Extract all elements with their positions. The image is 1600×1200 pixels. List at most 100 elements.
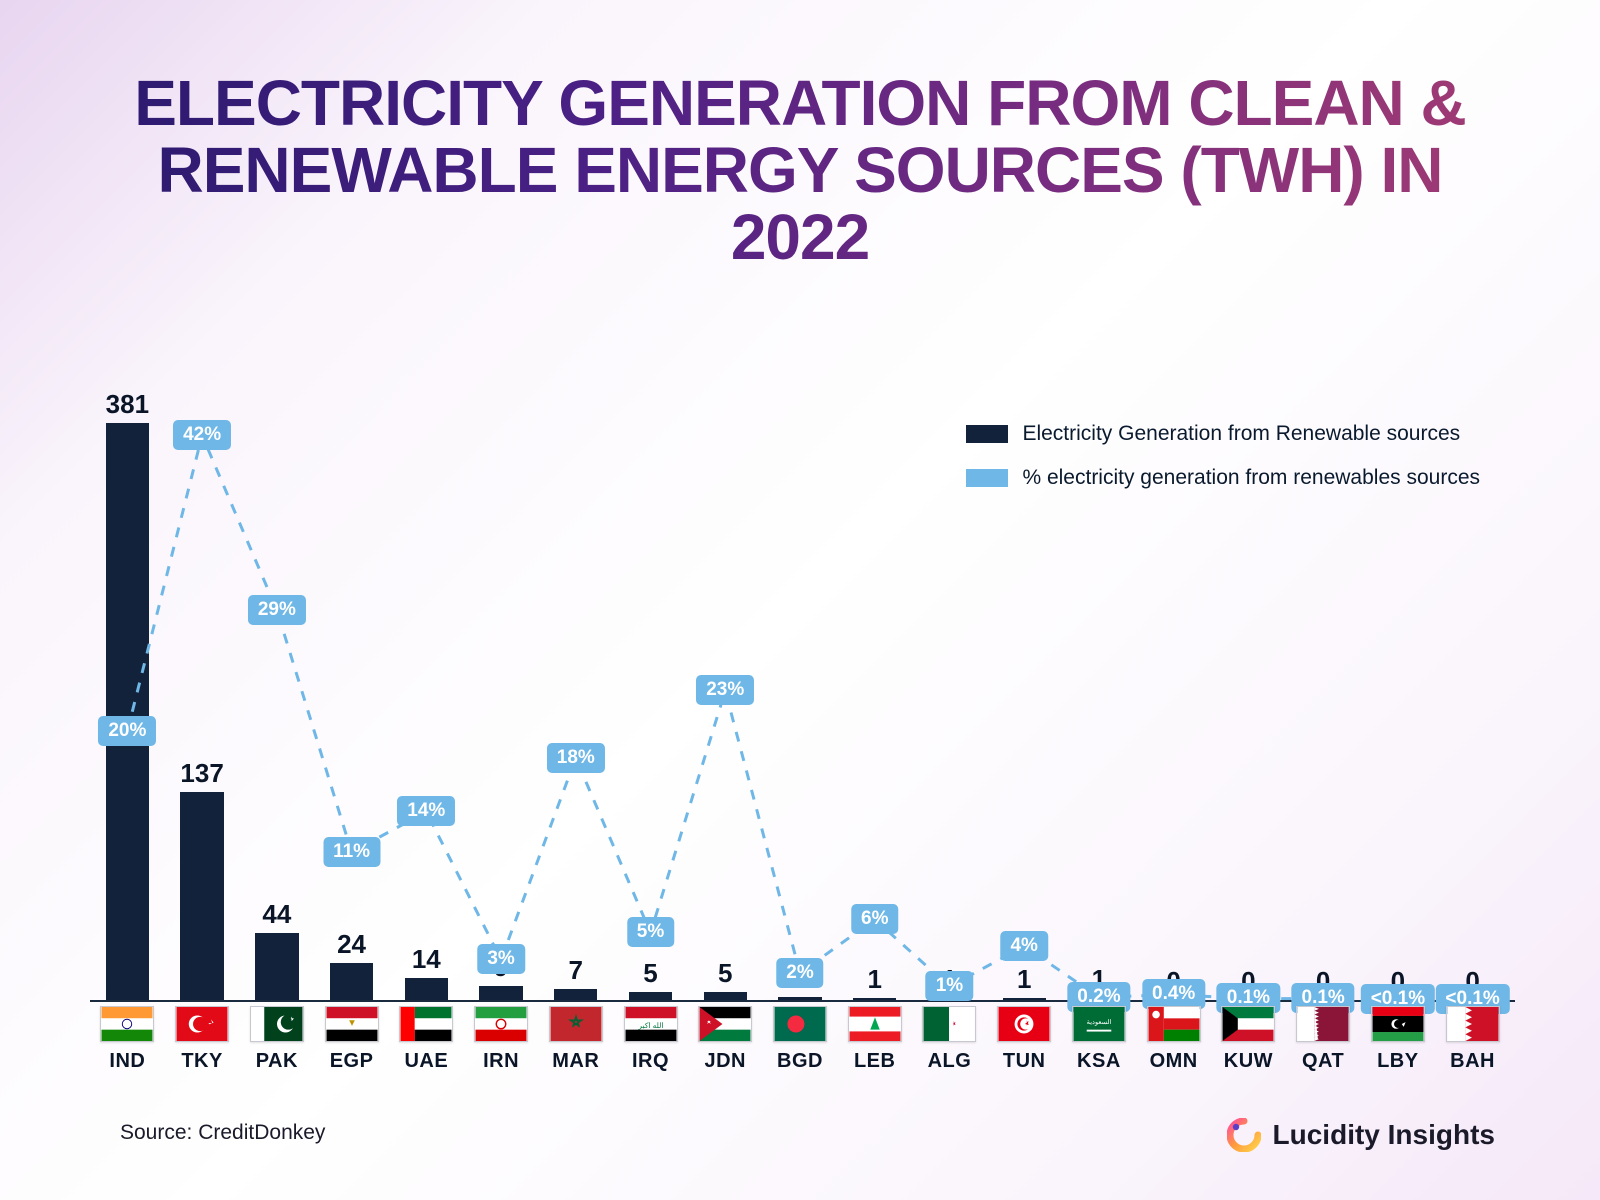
bar-value-label: 1 [942, 964, 956, 995]
svg-text:السعودية: السعودية [1087, 1018, 1112, 1026]
country-code: TKY [181, 1050, 223, 1073]
flag-iq: الله اكبر [624, 1006, 678, 1042]
flag-lb [848, 1006, 902, 1042]
bar-leb: 1 [853, 998, 896, 1000]
xaxis-item-alg: ALG [912, 1006, 987, 1092]
bar-col-kuw: 0 [1211, 395, 1286, 1000]
flag-ir [474, 1006, 528, 1042]
x-axis-line [90, 1000, 1515, 1002]
bar-value-label: 0 [1316, 966, 1330, 997]
country-code: BAH [1450, 1050, 1495, 1073]
xaxis-item-ksa: السعودية KSA [1062, 1006, 1137, 1092]
flag-bd [773, 1006, 827, 1042]
bar-ksa: 1 [1077, 998, 1120, 1000]
xaxis-item-mar: MAR [538, 1006, 613, 1092]
flag-bh [1446, 1006, 1500, 1042]
country-code: MAR [552, 1050, 599, 1073]
xaxis-item-ind: IND [90, 1006, 165, 1092]
xaxis-item-uae: UAE [389, 1006, 464, 1092]
bar-col-qat: 0 [1286, 395, 1361, 1000]
flag-om [1147, 1006, 1201, 1042]
flag-eg [325, 1006, 379, 1042]
bar-value-label: 5 [643, 958, 657, 989]
bar-jdn: 5 [704, 992, 747, 1000]
xaxis-item-kuw: KUW [1211, 1006, 1286, 1092]
bar-irq: 5 [629, 992, 672, 1000]
country-code: IND [109, 1050, 145, 1073]
flag-ly [1371, 1006, 1425, 1042]
bar-value-label: 2 [793, 963, 807, 994]
bar-columns: 38113744241497552111100000 [90, 395, 1510, 1000]
bar-value-label: 381 [106, 389, 149, 420]
xaxis-item-tun: TUN [987, 1006, 1062, 1092]
xaxis-item-lby: LBY [1360, 1006, 1435, 1092]
xaxis-item-irn: IRN [464, 1006, 539, 1092]
bar-value-label: 1 [867, 964, 881, 995]
flag-kw [1221, 1006, 1275, 1042]
bar-col-bah: 0 [1435, 395, 1510, 1000]
flag-sa: السعودية [1072, 1006, 1126, 1042]
country-code: TUN [1003, 1050, 1046, 1073]
flag-tn [997, 1006, 1051, 1042]
brand-footer: Lucidity Insights [1227, 1118, 1495, 1152]
country-code: KSA [1077, 1050, 1121, 1073]
bar-value-label: 1 [1017, 964, 1031, 995]
brand-label: Lucidity Insights [1273, 1119, 1495, 1151]
x-axis-labels: INDTKYPAKEGPUAEIRNMARالله اكبرIRQJDNBGDL… [90, 1006, 1510, 1092]
country-code: LBY [1377, 1050, 1419, 1073]
bar-irn: 9 [479, 986, 522, 1000]
xaxis-item-qat: QAT [1286, 1006, 1361, 1092]
xaxis-item-irq: الله اكبر IRQ [613, 1006, 688, 1092]
bar-tky: 137 [180, 792, 223, 999]
xaxis-item-omn: OMN [1136, 1006, 1211, 1092]
bar-value-label: 137 [180, 758, 223, 789]
bar-col-tky: 137 [165, 395, 240, 1000]
country-code: ALG [928, 1050, 972, 1073]
bar-col-pak: 44 [239, 395, 314, 1000]
xaxis-item-jdn: JDN [688, 1006, 763, 1092]
bar-pak: 44 [255, 933, 298, 1000]
flag-ae [399, 1006, 453, 1042]
xaxis-item-leb: LEB [837, 1006, 912, 1092]
bar-col-tun: 1 [987, 395, 1062, 1000]
source-text: Source: CreditDonkey [120, 1121, 325, 1145]
bar-alg: 1 [928, 998, 971, 1000]
flag-jo [698, 1006, 752, 1042]
bar-col-alg: 1 [912, 395, 987, 1000]
xaxis-item-bah: BAH [1435, 1006, 1510, 1092]
country-code: IRQ [632, 1050, 669, 1073]
xaxis-item-pak: PAK [239, 1006, 314, 1092]
title-line-1: ELECTRICITY GENERATION FROM CLEAN & [134, 67, 1466, 139]
bar-value-label: 0 [1391, 966, 1405, 997]
flag-in [100, 1006, 154, 1042]
country-code: OMN [1150, 1050, 1198, 1073]
bar-value-label: 7 [569, 955, 583, 986]
svg-text:الله اكبر: الله اكبر [637, 1020, 663, 1029]
bar-value-label: 9 [494, 952, 508, 983]
bar-col-irq: 5 [613, 395, 688, 1000]
country-code: PAK [256, 1050, 298, 1073]
bar-col-lby: 0 [1360, 395, 1435, 1000]
country-code: JDN [704, 1050, 746, 1073]
bar-col-jdn: 5 [688, 395, 763, 1000]
bar-mar: 7 [554, 989, 597, 1000]
brand-logo-icon [1227, 1118, 1261, 1152]
flag-tr [175, 1006, 229, 1042]
bar-col-leb: 1 [837, 395, 912, 1000]
xaxis-item-bgd: BGD [763, 1006, 838, 1092]
bar-value-label: 14 [412, 944, 441, 975]
bar-egp: 24 [330, 963, 373, 999]
bar-col-ind: 381 [90, 395, 165, 1000]
country-code: IRN [483, 1050, 519, 1073]
chart-title: ELECTRICITY GENERATION FROM CLEAN & RENE… [90, 70, 1510, 272]
xaxis-item-egp: EGP [314, 1006, 389, 1092]
bar-value-label: 0 [1241, 966, 1255, 997]
country-code: KUW [1224, 1050, 1273, 1073]
bar-col-mar: 7 [538, 395, 613, 1000]
bar-bgd: 2 [778, 997, 821, 1000]
bar-value-label: 1 [1092, 964, 1106, 995]
chart-area: Electricity Generation from Renewable so… [90, 322, 1510, 1092]
bar-col-uae: 14 [389, 395, 464, 1000]
bar-col-bgd: 2 [763, 395, 838, 1000]
title-line-2: RENEWABLE ENERGY SOURCES (TWH) IN 2022 [158, 134, 1443, 273]
